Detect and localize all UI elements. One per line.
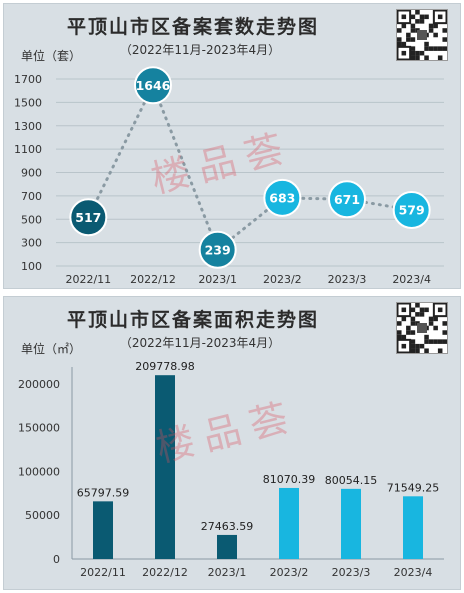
data-point	[328, 180, 366, 219]
area-chart-panel: 平顶山市区备案面积走势图 （2022年11月-2023年4月） 单位（㎡） 0 5…	[3, 296, 461, 590]
units-chart-title: 平顶山市区备案套数走势图	[66, 16, 319, 38]
x-tick-label: 2022/11	[65, 273, 111, 286]
y-tick-label: 1500	[14, 96, 42, 109]
x-tick-label: 2023/4	[394, 566, 433, 579]
y-tick-label: 1700	[14, 73, 42, 86]
bar-value-label: 27463.59	[201, 520, 254, 533]
units-chart-subtitle: （2022年11月-2023年4月）	[119, 43, 281, 57]
bar	[93, 501, 113, 559]
bar-value-label: 65797.59	[77, 486, 130, 499]
bar-value-label: 81070.39	[263, 473, 316, 486]
x-tick-label: 2022/11	[80, 566, 126, 579]
y-tick-label: 700	[21, 190, 42, 203]
y-tick-label: 100	[21, 260, 42, 273]
y-tick-label: 1100	[14, 143, 42, 156]
y-tick-label: 150000	[18, 422, 60, 435]
bar	[217, 534, 237, 559]
data-label: 1646	[136, 78, 171, 93]
units-line-chart: 100 300 500 700 900 1100 1300 1500 1700 2022/11 20…	[14, 66, 444, 286]
data-label: 579	[399, 203, 425, 218]
y-tick-label: 0	[53, 553, 60, 566]
data-point	[392, 191, 431, 230]
y-tick-label: 200000	[18, 378, 60, 391]
bar	[279, 487, 299, 559]
area-chart-ylabel: 单位（㎡）	[21, 342, 82, 356]
qr-logo	[417, 30, 427, 40]
x-tick-label: 2023/4	[392, 273, 431, 286]
qr-code-icon	[396, 9, 448, 61]
x-tick-label: 2023/2	[263, 273, 302, 286]
qr-logo	[417, 323, 427, 333]
data-label: 683	[269, 190, 295, 205]
x-tick-label: 2023/2	[270, 566, 309, 579]
units-chart-ylabel: 单位（套）	[21, 49, 82, 63]
bar-value-label: 209778.98	[135, 360, 195, 373]
y-tick-label: 100000	[18, 465, 60, 478]
x-tick-label: 2023/3	[328, 273, 367, 286]
y-tick-label: 300	[21, 237, 42, 250]
data-label: 517	[75, 210, 101, 225]
y-tick-label: 900	[21, 167, 42, 180]
x-tick-label: 2022/12	[142, 566, 188, 579]
data-point	[198, 230, 237, 269]
y-tick-label: 1300	[14, 120, 42, 133]
data-point	[263, 178, 302, 217]
data-point	[69, 198, 108, 237]
x-tick-label: 2023/3	[332, 566, 371, 579]
bar-value-label: 80054.15	[325, 474, 378, 487]
area-chart-title: 平顶山市区备案面积走势图	[66, 309, 319, 331]
y-tick-label: 500	[21, 213, 42, 226]
bar	[341, 488, 361, 559]
data-label: 239	[205, 242, 231, 257]
bar	[403, 496, 423, 559]
x-tick-label: 2023/1	[198, 273, 237, 286]
data-label: 671	[334, 192, 360, 207]
bar-value-label: 71549.25	[387, 481, 440, 494]
data-point	[134, 66, 172, 105]
x-tick-label: 2023/1	[208, 566, 247, 579]
bar	[155, 375, 175, 559]
area-bar-chart: 0 50000 100000 150000 200000 65797.59 2022/11 2…	[18, 360, 444, 579]
y-tick-label: 50000	[25, 509, 60, 522]
units-chart-panel: 平顶山市区备案套数走势图 （2022年11月-2023年4月） 单位（套） 10…	[3, 3, 461, 289]
area-chart-subtitle: （2022年11月-2023年4月）	[119, 336, 281, 350]
qr-code-icon	[396, 302, 448, 354]
series-line	[86, 81, 414, 253]
x-tick-label: 2022/12	[130, 273, 176, 286]
